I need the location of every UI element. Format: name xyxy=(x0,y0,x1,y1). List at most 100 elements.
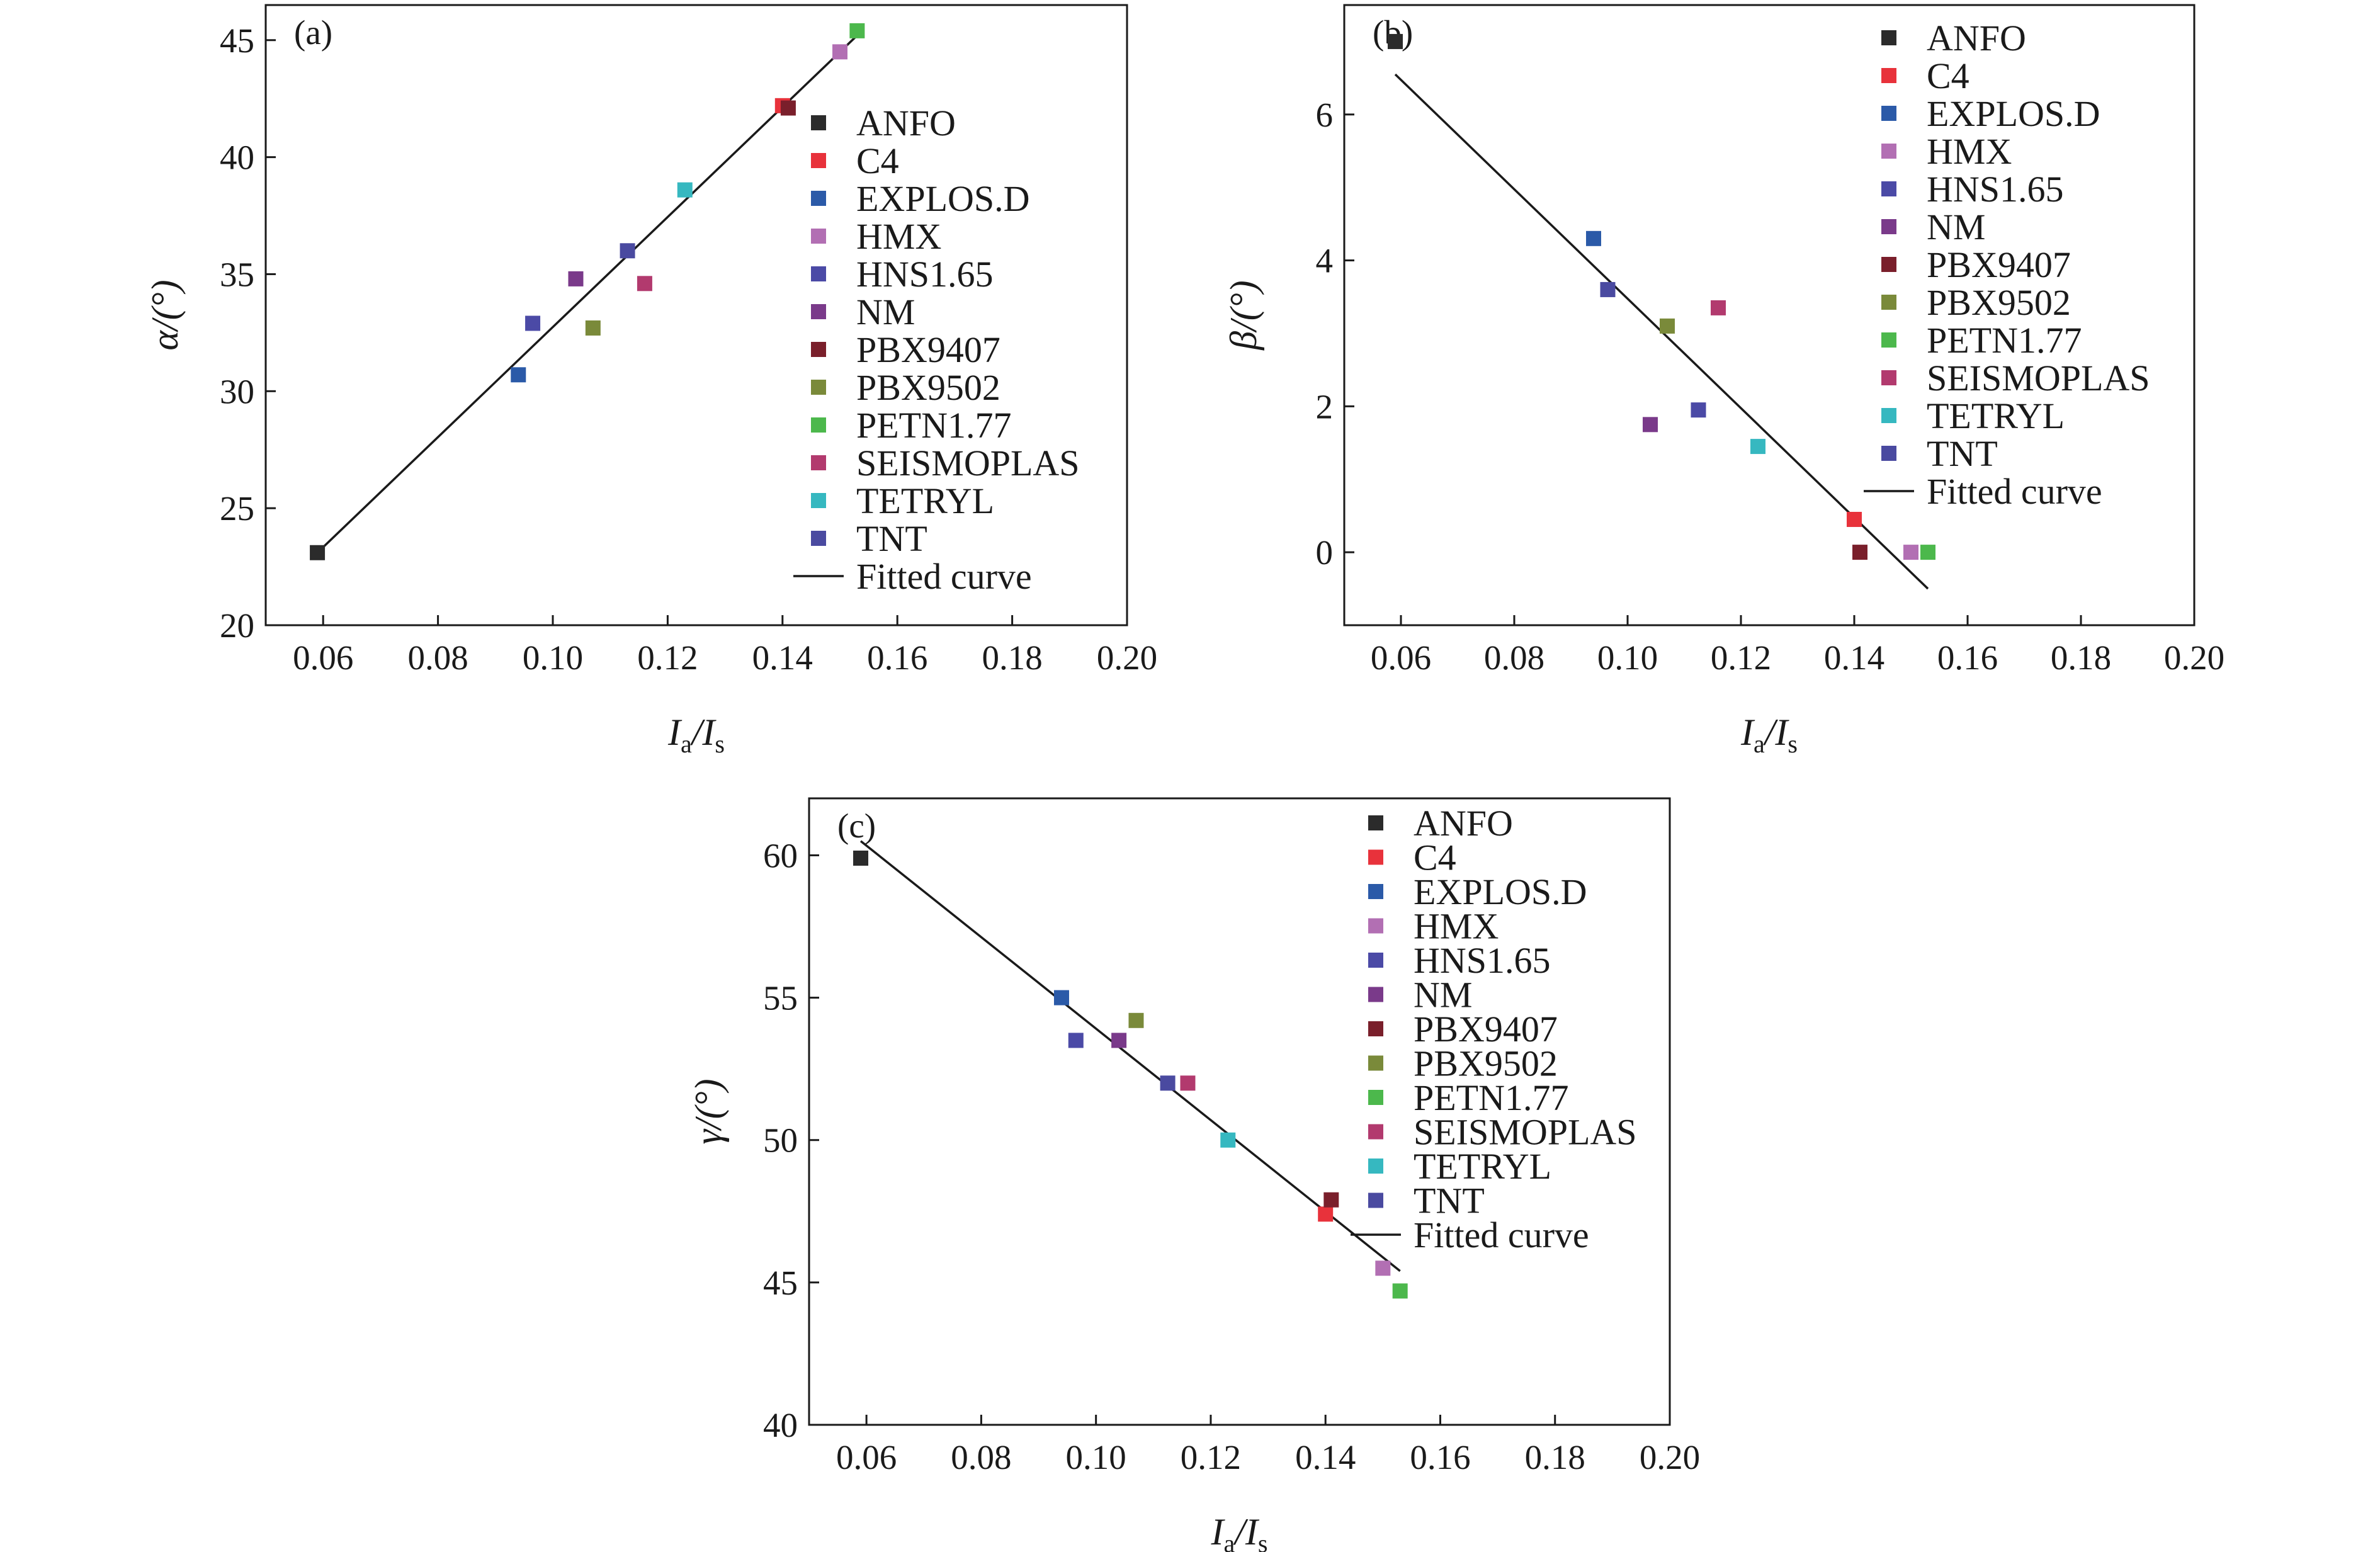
y-tick-label: 30 xyxy=(220,372,254,411)
y-tick-label: 6 xyxy=(1316,96,1334,134)
legend-marker xyxy=(811,229,826,244)
x-axis-label: Ia/Is xyxy=(667,711,725,758)
legend-marker xyxy=(1368,1158,1383,1174)
panel-label: (c) xyxy=(837,807,876,845)
fitted-curve-line xyxy=(859,840,1401,1272)
plot-frame xyxy=(1343,4,2196,626)
y-tick-label: 4 xyxy=(1316,242,1334,280)
x-tick-label: 0.08 xyxy=(407,638,468,677)
x-tick-label: 0.20 xyxy=(1097,638,1157,677)
x-tick-label: 0.12 xyxy=(1711,638,1771,677)
legend-label: HNS1.65 xyxy=(856,254,994,295)
data-point-pbx9407 xyxy=(780,100,796,116)
data-point-seismoplas xyxy=(1711,300,1726,315)
legend-marker xyxy=(1881,144,1896,159)
x-tick-label: 0.14 xyxy=(1295,1438,1356,1476)
data-point-nm xyxy=(1643,417,1658,433)
legend-marker xyxy=(1368,1021,1383,1036)
y-tick-label: 25 xyxy=(220,489,254,528)
legend-label: NM xyxy=(856,292,915,332)
legend-marker xyxy=(1368,1192,1383,1208)
legend-label: HMX xyxy=(856,216,941,257)
data-point-anfo xyxy=(310,545,326,560)
y-tick-label: 50 xyxy=(763,1121,798,1160)
legend: ANFOC4EXPLOS.DHMXHNS1.65NMPBX9407PBX9502… xyxy=(1864,18,2150,512)
x-tick-label: 0.14 xyxy=(1824,638,1884,677)
legend-marker xyxy=(1368,1124,1383,1140)
legend-label: HMX xyxy=(1414,906,1499,947)
legend-label: PBX9407 xyxy=(1927,244,2071,285)
legend-label: ANFO xyxy=(1414,803,1513,844)
legend-marker xyxy=(1368,987,1383,1002)
legend-marker xyxy=(811,380,826,395)
data-point-hmx xyxy=(1375,1260,1391,1276)
legend-label: TNT xyxy=(1927,433,1998,474)
legend: ANFOC4EXPLOS.DHMXHNS1.65NMPBX9407PBX9502… xyxy=(793,103,1080,597)
chart-panel-c: 0.06 0.08 0.10 0.12 0.14 0.16 0.18 0.20 40 45 50 55… xyxy=(688,797,1700,1552)
legend-label: EXPLOS.D xyxy=(1414,871,1587,912)
x-tick-label: 0.08 xyxy=(1484,638,1544,677)
legend-label: TETRYL xyxy=(856,480,994,521)
y-tick-label: 0 xyxy=(1316,533,1334,572)
x-tick-label: 0.16 xyxy=(1410,1438,1470,1476)
x-tick-label: 0.10 xyxy=(523,638,583,677)
data-point-tetryl xyxy=(677,182,693,198)
legend-label: SEISMOPLAS xyxy=(856,443,1080,484)
legend-label: C4 xyxy=(1927,55,1969,96)
legend-marker xyxy=(811,153,826,168)
data-point-explos-d xyxy=(1053,990,1069,1005)
legend-marker xyxy=(811,417,826,433)
y-tick-label: 20 xyxy=(220,606,254,645)
legend-marker xyxy=(811,342,826,357)
legend-label: PBX9502 xyxy=(1927,282,2071,323)
data-point-petn1-77 xyxy=(1392,1283,1408,1299)
data-point-tnt xyxy=(620,243,635,259)
plot-frame xyxy=(264,4,1128,626)
legend-marker xyxy=(1881,219,1896,234)
data-point-hmx xyxy=(1903,545,1918,560)
legend-label: PBX9407 xyxy=(1414,1009,1558,1050)
legend-label: HMX xyxy=(1927,131,2012,172)
x-tick-label: 0.20 xyxy=(1640,1438,1700,1476)
legend-marker xyxy=(1881,370,1896,385)
legend-label: TETRYL xyxy=(1414,1146,1551,1187)
legend-marker xyxy=(1368,953,1383,968)
fitted-curve-line xyxy=(316,35,858,554)
legend-marker xyxy=(1368,1055,1383,1071)
legend-marker xyxy=(811,493,826,508)
legend-label: C4 xyxy=(1414,837,1456,878)
legend-label: NM xyxy=(1414,975,1472,1016)
data-point-seismoplas xyxy=(1180,1075,1196,1091)
x-tick-label: 0.18 xyxy=(2051,638,2111,677)
legend-marker xyxy=(1368,849,1383,865)
x-tick-label: 0.20 xyxy=(2164,638,2224,677)
legend-marker xyxy=(1881,257,1896,272)
legend-label: ANFO xyxy=(1927,18,2026,59)
x-tick-label: 0.10 xyxy=(1597,638,1658,677)
legend-label: C4 xyxy=(856,140,899,181)
data-point-anfo xyxy=(1388,33,1403,49)
x-tick-label: 0.12 xyxy=(1181,1438,1241,1476)
legend-marker xyxy=(1881,181,1896,196)
data-point-tetryl xyxy=(1220,1132,1236,1148)
legend: ANFOC4EXPLOS.DHMXHNS1.65NMPBX9407PBX9502… xyxy=(1351,803,1637,1255)
legend-label: NM xyxy=(1927,207,1985,247)
legend-label: PETN1.77 xyxy=(856,405,1012,446)
legend-label: SEISMOPLAS xyxy=(1927,358,2150,399)
x-tick-label: 0.10 xyxy=(1066,1438,1126,1476)
y-tick-label: 40 xyxy=(220,139,254,177)
legend-marker xyxy=(811,266,826,281)
y-axis-label: γ/(°) xyxy=(688,1079,729,1144)
x-tick-label: 0.06 xyxy=(836,1438,897,1476)
y-tick-label: 40 xyxy=(763,1406,798,1444)
legend-marker xyxy=(1881,295,1896,310)
legend-marker xyxy=(1881,106,1896,121)
data-point-tnt xyxy=(1160,1075,1176,1091)
legend-marker xyxy=(811,115,826,130)
legend-label: Fitted curve xyxy=(1927,471,2102,512)
legend-marker xyxy=(1881,408,1896,423)
legend-label: EXPLOS.D xyxy=(1927,93,2100,134)
data-point-petn1-77 xyxy=(1920,545,1935,560)
chart-panel-a: 0.06 0.08 0.10 0.12 0.14 0.16 0.18 0.20 20 25 30 35… xyxy=(144,4,1157,758)
